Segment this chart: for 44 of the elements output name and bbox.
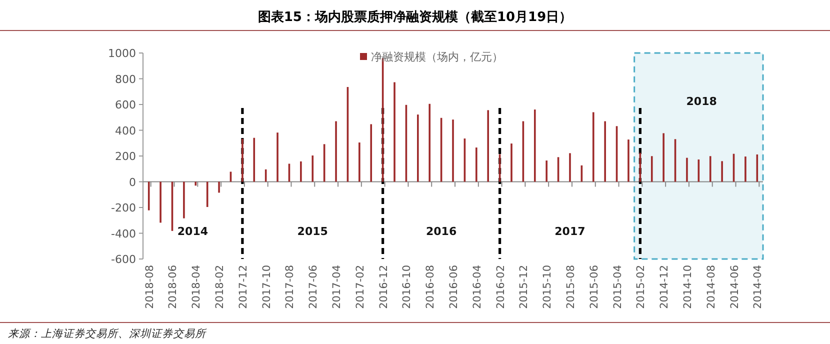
x-tick-label: 2014-12 <box>658 265 671 309</box>
y-tick-label: 800 <box>115 72 136 86</box>
annotation: 2015 <box>297 225 328 238</box>
x-tick-label: 2018-04 <box>190 264 203 309</box>
x-tick-label: 2014-06 <box>728 264 741 309</box>
x-tick-label: 2015-10 <box>542 265 554 309</box>
y-tick-label: -400 <box>111 227 136 240</box>
legend-label: 净融资规模（场内，亿元） <box>371 50 503 64</box>
y-tick-label: -200 <box>111 202 136 214</box>
x-tick-label: 2015-06 <box>588 264 600 309</box>
source-note: 来源：上海证券交易所、深圳证券交易所 <box>8 328 207 340</box>
y-tick-label: 1000 <box>108 47 136 60</box>
x-tick-label: 2015-02 <box>635 265 648 309</box>
x-tick-label: 2014-10 <box>682 265 694 309</box>
x-tick-label: 2016-08 <box>424 265 437 309</box>
annotation: 2016 <box>426 225 457 238</box>
x-tick-label: 2016-02 <box>494 265 507 309</box>
x-tick-label: 2014-08 <box>705 265 718 309</box>
x-tick-label: 2015-04 <box>612 264 624 309</box>
x-tick-label: 2018-08 <box>144 265 156 309</box>
y-tick-label: 400 <box>115 124 136 138</box>
x-tick-label: 2015-08 <box>564 265 577 309</box>
annotation: 2014 <box>177 225 208 238</box>
annotation: 2018 <box>686 95 717 108</box>
x-tick-label: 2017-02 <box>354 265 366 309</box>
x-tick-label: 2017-04 <box>331 264 344 309</box>
x-tick-label: 2016-04 <box>471 264 484 309</box>
x-tick-label: 2016-06 <box>448 264 460 309</box>
y-tick-label: 600 <box>115 98 136 112</box>
x-tick-label: 2018-02 <box>214 265 226 309</box>
x-tick-label: 2016-12 <box>378 265 390 309</box>
x-tick-label: 2016-10 <box>401 265 414 309</box>
x-tick-label: 2017-08 <box>284 265 296 309</box>
chart-title: 图表15：场内股票质押净融资规模（截至10月19日） <box>258 9 572 25</box>
x-tick-label: 2014-04 <box>752 264 764 309</box>
y-tick-label: 200 <box>115 150 136 163</box>
x-tick-label: 2015-12 <box>518 265 530 309</box>
x-tick-label: 2018-06 <box>167 264 180 309</box>
y-tick-label: -600 <box>111 253 136 266</box>
x-tick-label: 2017-06 <box>308 264 320 309</box>
x-tick-label: 2017-10 <box>260 265 273 309</box>
x-tick-label: 2017-12 <box>237 265 250 309</box>
annotation: 2017 <box>554 225 586 238</box>
y-tick-label: 0 <box>129 176 136 189</box>
